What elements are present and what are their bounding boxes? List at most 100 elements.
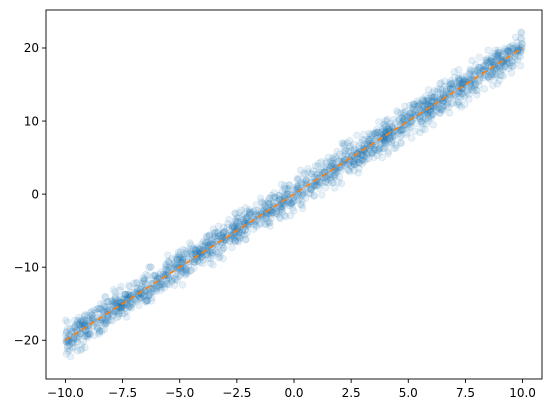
scatter-point	[518, 40, 526, 49]
scatter-point	[429, 110, 437, 119]
scatter-point	[186, 239, 194, 247]
scatter-point	[369, 146, 377, 155]
y-tick-label: −20	[14, 333, 39, 347]
scatter-point	[114, 296, 122, 305]
scatter-point	[218, 246, 226, 254]
scatter-point	[196, 258, 204, 267]
scatter-point	[166, 264, 175, 272]
x-tick-label: 0.0	[284, 386, 303, 400]
scatter-point	[156, 270, 164, 279]
scatter-point	[65, 341, 73, 350]
scatter-point	[397, 139, 405, 148]
scatter-point	[144, 276, 153, 284]
scatter-point	[453, 93, 461, 101]
scatter-point	[381, 121, 389, 129]
scatter-point	[372, 128, 380, 136]
scatter-point	[455, 76, 464, 85]
scatter-point	[400, 111, 409, 120]
scatter-point	[434, 85, 442, 93]
scatter-point	[463, 87, 471, 95]
scatter-point	[86, 308, 95, 317]
scatter-point	[265, 194, 274, 202]
scatter-point	[148, 279, 157, 288]
scatter-point	[459, 91, 468, 99]
scatter-point	[155, 280, 163, 289]
scatter-point	[182, 271, 190, 279]
scatter-point	[231, 237, 239, 246]
scatter-point	[251, 221, 259, 229]
scatter-point	[104, 313, 112, 322]
scatter-point	[315, 159, 323, 168]
scatter-point	[427, 107, 435, 116]
scatter-point	[344, 147, 353, 156]
scatter-point	[164, 257, 173, 265]
scatter-point	[516, 46, 524, 55]
scatter-point	[309, 167, 318, 175]
scatter-point	[392, 141, 400, 149]
scatter-point	[175, 272, 183, 280]
scatter-point	[447, 99, 455, 108]
scatter-point	[93, 309, 102, 317]
scatter-point	[176, 254, 185, 263]
scatter-point	[73, 318, 82, 326]
scatter-point	[206, 238, 215, 247]
scatter-point	[137, 293, 145, 301]
scatter-point	[427, 93, 436, 102]
scatter-point	[374, 132, 382, 140]
scatter-point	[278, 205, 286, 213]
scatter-point	[89, 316, 97, 325]
scatter-point	[506, 62, 514, 70]
scatter-point	[178, 255, 187, 264]
scatter-point	[335, 173, 344, 181]
scatter-point	[227, 234, 236, 242]
scatter-point	[351, 161, 359, 169]
scatter-point	[149, 280, 157, 288]
scatter-point	[304, 168, 312, 176]
scatter-point	[365, 137, 373, 145]
scatter-point	[282, 191, 291, 200]
scatter-point	[483, 58, 491, 66]
scatter-point	[446, 92, 455, 100]
scatter-point	[115, 310, 123, 318]
scatter-point	[467, 83, 475, 91]
scatter-point	[360, 140, 369, 149]
scatter-point	[79, 319, 87, 327]
scatter-point	[492, 64, 501, 72]
scatter-point	[301, 170, 309, 179]
scatter-point	[72, 335, 80, 343]
scatter-point	[82, 317, 91, 325]
scatter-point	[76, 320, 84, 329]
scatter-point	[213, 249, 222, 258]
scatter-point	[237, 206, 245, 215]
scatter-point	[364, 148, 372, 157]
scatter-point	[231, 237, 239, 245]
scatter-point	[406, 123, 415, 131]
scatter-point	[88, 311, 96, 319]
scatter-point	[460, 101, 469, 109]
scatter-point	[502, 46, 510, 54]
scatter-point	[507, 69, 516, 77]
scatter-point	[352, 160, 361, 168]
scatter-point	[249, 225, 258, 233]
scatter-point	[262, 220, 271, 228]
scatter-point	[466, 67, 475, 75]
scatter-point	[397, 108, 405, 117]
scatter-point	[199, 256, 208, 264]
scatter-point	[223, 223, 231, 232]
scatter-point	[447, 79, 455, 88]
scatter-point	[508, 62, 517, 70]
scatter-point	[219, 223, 228, 231]
scatter-point	[151, 287, 159, 295]
scatter-point	[112, 299, 120, 307]
scatter-point	[310, 182, 318, 190]
scatter-point	[88, 311, 96, 319]
scatter-point	[125, 291, 133, 299]
scatter-point	[111, 288, 119, 296]
scatter-point	[453, 77, 461, 86]
scatter-point	[174, 251, 183, 259]
scatter-point	[111, 292, 120, 300]
scatter-point	[358, 136, 367, 144]
scatter-point	[165, 259, 174, 267]
scatter-point	[457, 103, 465, 111]
scatter-point	[262, 213, 271, 221]
